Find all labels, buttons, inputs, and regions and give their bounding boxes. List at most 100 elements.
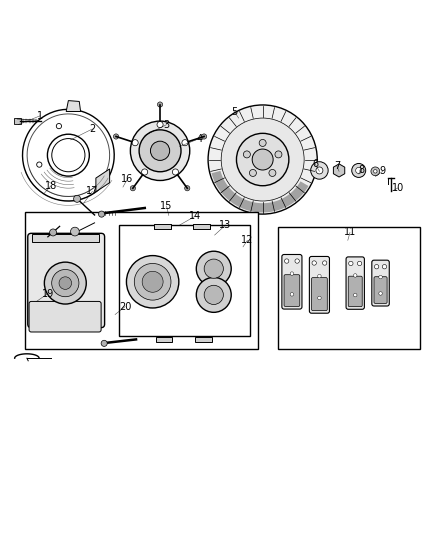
Bar [193,224,210,229]
Bar [119,225,250,336]
Circle shape [312,261,316,265]
Text: 9: 9 [380,166,386,176]
Circle shape [204,285,223,304]
Circle shape [196,277,231,312]
Circle shape [318,296,321,300]
Circle shape [142,271,163,292]
Circle shape [356,167,362,174]
Bar [14,118,21,124]
FancyBboxPatch shape [28,233,105,328]
Circle shape [371,167,380,176]
Bar [195,337,212,342]
Circle shape [285,259,289,263]
Text: 4: 4 [196,134,202,143]
Text: 19: 19 [42,288,54,298]
Circle shape [357,261,362,265]
Circle shape [382,264,387,269]
Circle shape [141,169,148,175]
Circle shape [237,133,289,185]
Text: 7: 7 [334,161,340,171]
Text: 1: 1 [37,111,43,121]
Circle shape [157,122,163,128]
Circle shape [353,274,357,277]
Circle shape [127,256,179,308]
Circle shape [182,140,188,146]
FancyBboxPatch shape [346,257,364,309]
Circle shape [113,134,119,139]
Text: 20: 20 [119,302,131,312]
Circle shape [74,195,81,203]
Circle shape [374,169,377,173]
FancyBboxPatch shape [374,277,387,303]
FancyBboxPatch shape [284,274,300,306]
Circle shape [132,140,138,146]
Polygon shape [96,169,110,192]
FancyBboxPatch shape [348,276,362,306]
Circle shape [157,102,162,107]
Circle shape [130,185,135,191]
Circle shape [249,169,256,176]
FancyBboxPatch shape [372,260,389,306]
Text: 13: 13 [219,220,232,230]
Bar [278,227,420,350]
FancyBboxPatch shape [282,254,302,309]
Bar [153,224,171,229]
Circle shape [379,292,382,295]
Polygon shape [333,164,345,177]
Polygon shape [66,101,81,111]
Circle shape [290,293,293,296]
Circle shape [311,161,328,179]
Circle shape [52,270,79,297]
Circle shape [201,134,207,139]
Ellipse shape [252,149,273,170]
FancyBboxPatch shape [309,256,329,313]
Circle shape [244,151,251,158]
Polygon shape [32,234,99,243]
Circle shape [185,185,190,191]
Circle shape [99,211,105,217]
Circle shape [379,276,382,279]
Text: 2: 2 [89,124,95,134]
Text: 11: 11 [344,228,356,237]
Circle shape [44,262,86,304]
Circle shape [290,272,293,276]
Circle shape [353,293,357,297]
Circle shape [196,251,231,286]
Circle shape [352,164,366,177]
Circle shape [336,167,342,174]
Circle shape [134,263,171,300]
Text: 5: 5 [231,107,237,117]
Circle shape [208,105,317,214]
Bar [25,212,258,350]
Text: 15: 15 [160,201,173,211]
Circle shape [295,259,299,263]
Circle shape [259,140,266,147]
Bar [155,337,172,342]
Circle shape [318,274,321,278]
Circle shape [139,130,181,172]
Text: 6: 6 [312,159,318,169]
Circle shape [275,151,282,158]
Circle shape [131,121,190,181]
Text: 12: 12 [241,235,254,245]
Circle shape [101,340,107,346]
Circle shape [173,169,179,175]
Text: 8: 8 [358,165,364,175]
Circle shape [49,229,57,236]
Circle shape [37,162,42,167]
Text: 18: 18 [45,181,57,191]
Circle shape [221,118,304,201]
Circle shape [57,124,62,128]
Circle shape [269,169,276,176]
Polygon shape [212,171,308,213]
Circle shape [316,167,323,174]
Text: 10: 10 [392,183,404,193]
Text: 3: 3 [163,119,170,130]
Circle shape [150,141,170,160]
Circle shape [59,277,71,289]
Text: 14: 14 [189,211,201,221]
Text: 16: 16 [121,174,134,184]
FancyBboxPatch shape [311,278,327,311]
Text: 17: 17 [86,187,99,196]
FancyBboxPatch shape [29,302,101,332]
